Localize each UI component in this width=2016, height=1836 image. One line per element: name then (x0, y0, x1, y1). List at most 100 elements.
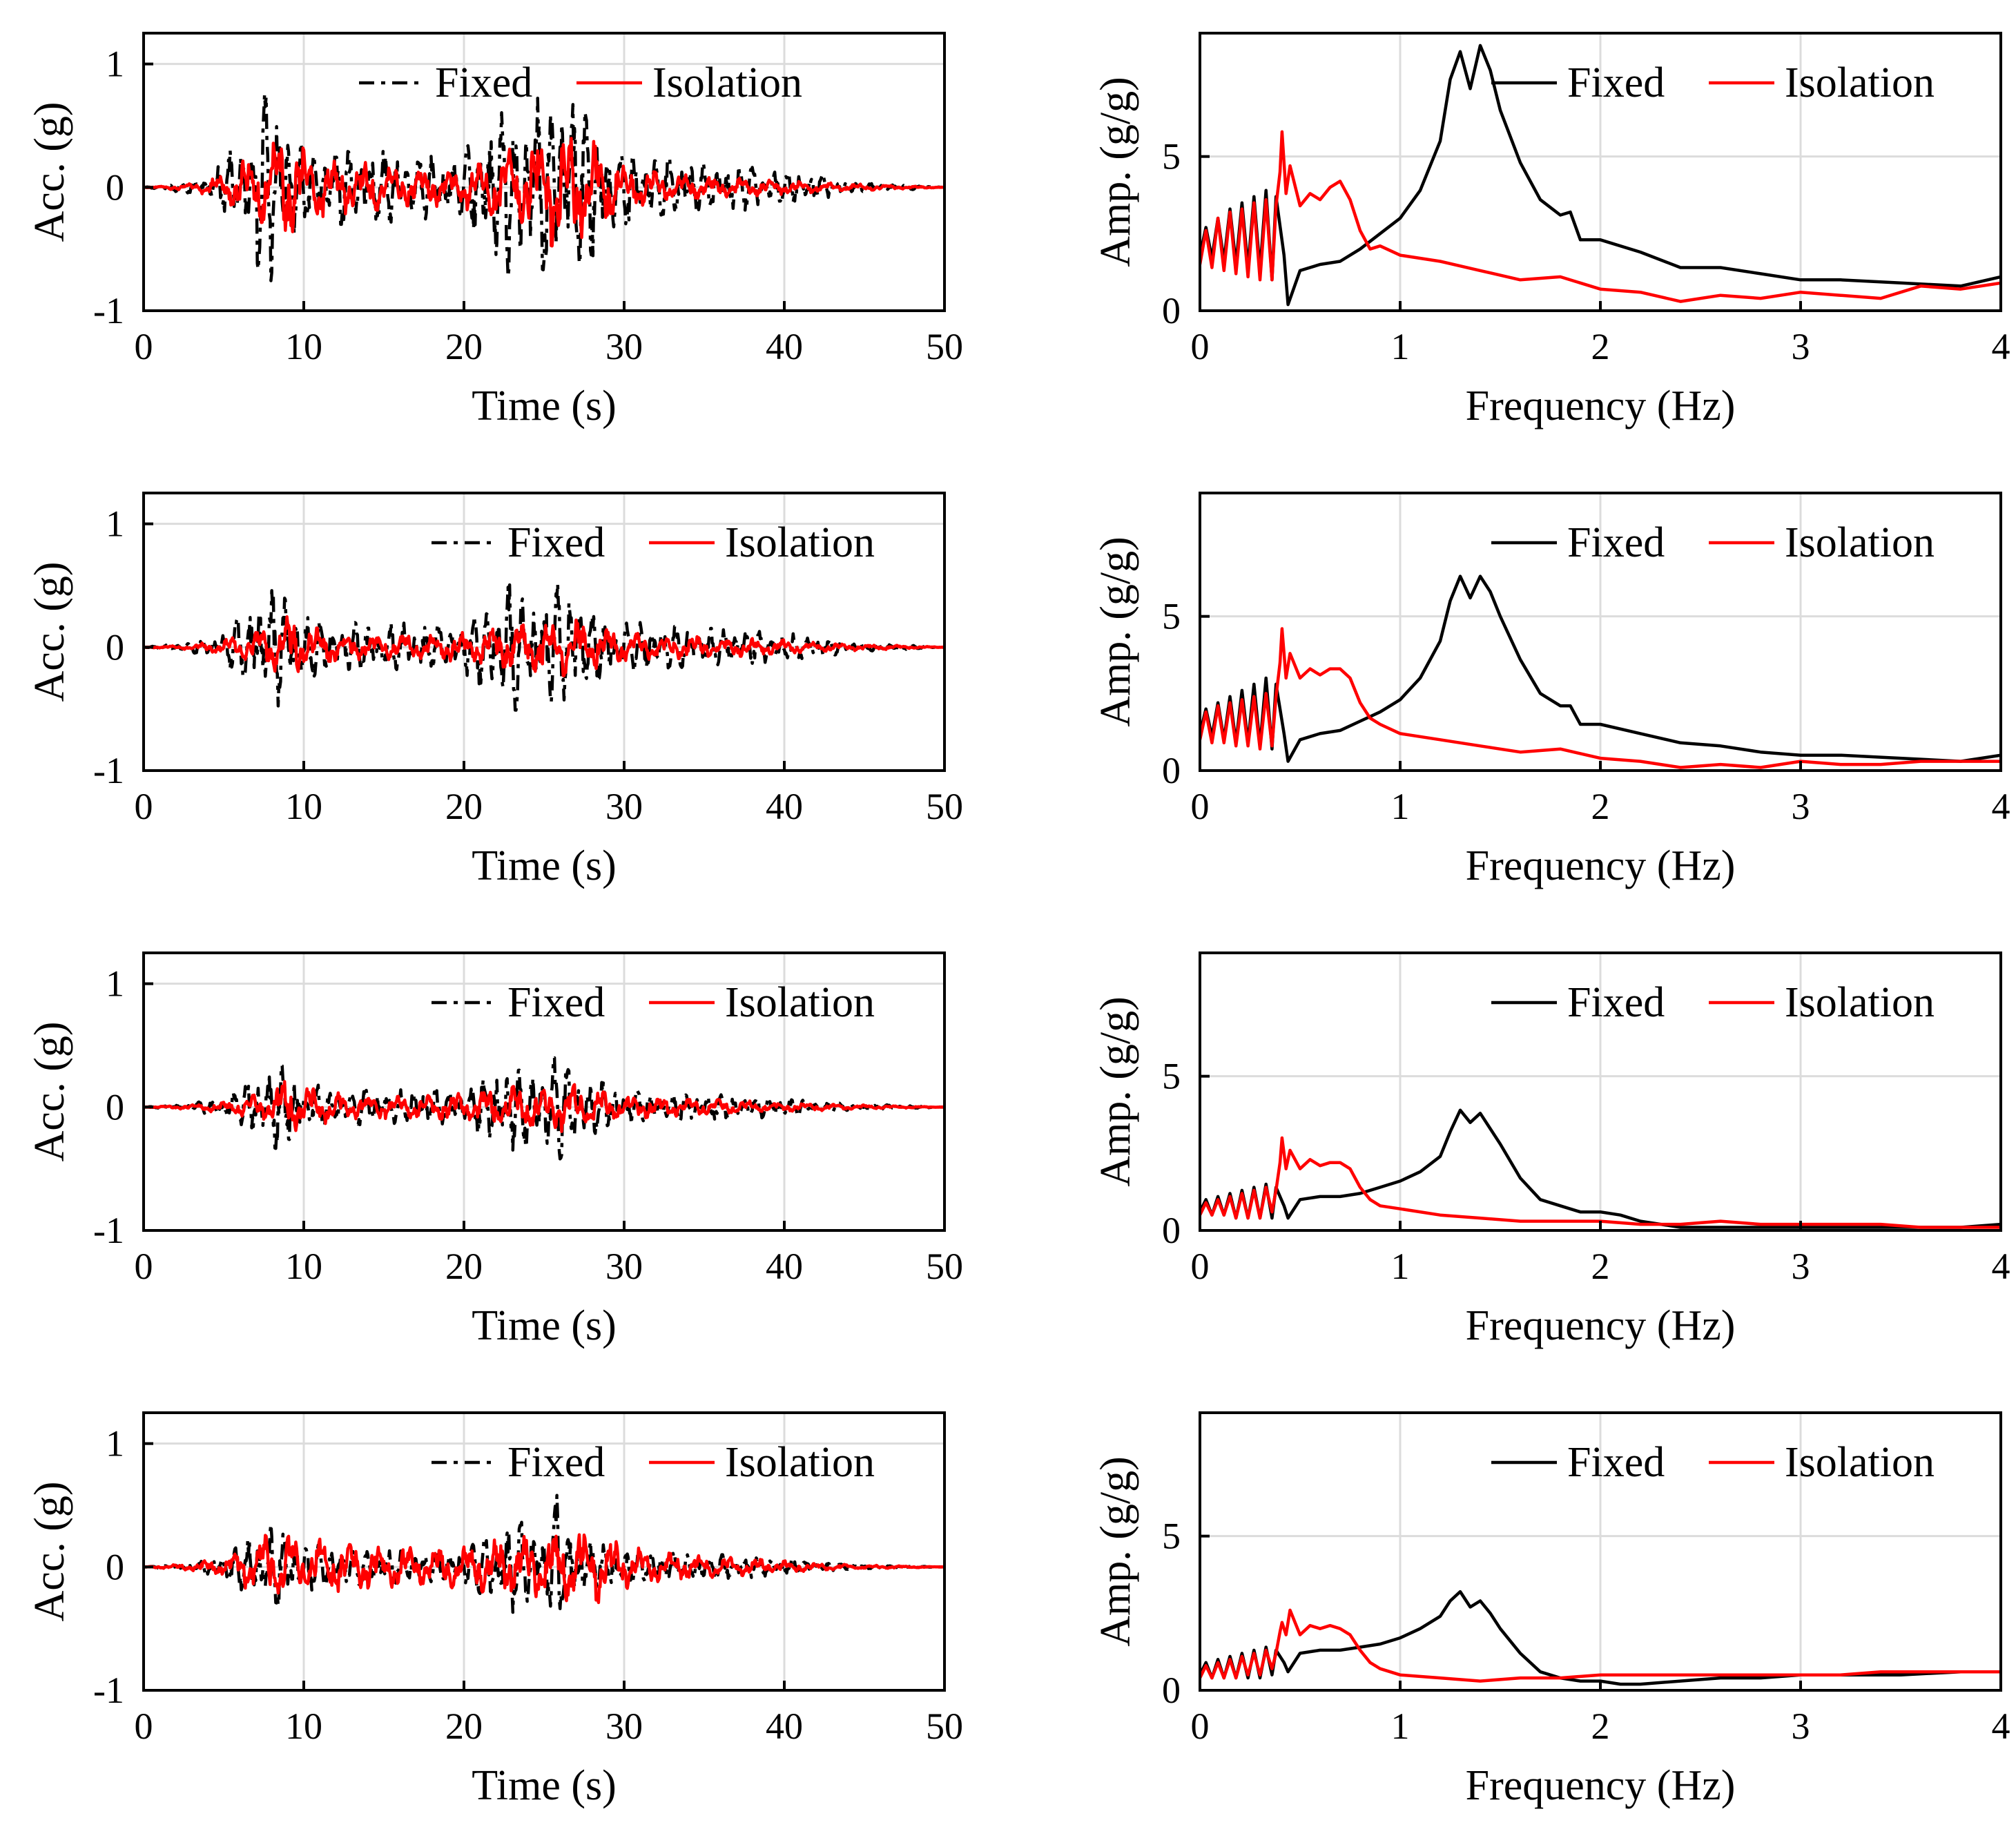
y-axis-title: Amp. (g/g) (1092, 537, 1139, 727)
legend: Fixed Isolation (359, 59, 802, 106)
x-axis-title: Time (s) (472, 842, 617, 889)
y-tick-label: 1 (106, 44, 124, 85)
x-tick-label: 10 (285, 786, 322, 827)
axes-box (142, 492, 946, 772)
legend: Fixed Isolation (432, 519, 875, 566)
y-axis-title: Amp. (g/g) (1092, 1456, 1139, 1647)
y-tick-label: 0 (1162, 1670, 1181, 1711)
x-tick-label: 4 (1992, 1705, 2010, 1747)
axes-box (142, 1411, 946, 1692)
x-tick-label: 50 (926, 1705, 963, 1747)
y-tick-label: -1 (93, 1670, 124, 1711)
x-tick-label: 3 (1792, 1246, 1810, 1287)
x-tick-label: 10 (285, 326, 322, 367)
x-tick-label: 2 (1591, 1705, 1610, 1747)
y-tick-label: 0 (106, 166, 124, 208)
panel-row4-freq: 0 1 2 3 4 0 5 Frequency (Hz) Amp. (g/g) Fixed Isol… (1092, 1411, 2010, 1809)
y-tick-label: 0 (106, 1546, 124, 1587)
x-axis-title: Frequency (Hz) (1466, 1762, 1736, 1809)
legend-label-fixed: Fixed (1567, 519, 1665, 566)
x-tick-label: 4 (1992, 1246, 2010, 1287)
series-line-isolation (144, 1080, 944, 1133)
y-tick-label: 1 (106, 963, 124, 1005)
x-tick-label: 0 (135, 1246, 153, 1287)
legend-label-fixed: Fixed (1567, 979, 1665, 1026)
series-line-isolation (144, 1533, 944, 1605)
legend: Fixed Isolation (1491, 1439, 1935, 1486)
x-axis-title: Frequency (Hz) (1466, 383, 1736, 429)
axes-box (142, 32, 946, 312)
y-tick-label: 1 (106, 1423, 124, 1465)
x-tick-label: 30 (605, 1705, 643, 1747)
legend: Fixed Isolation (432, 979, 875, 1026)
axes-box (142, 951, 946, 1232)
y-axis-title: Acc. (g) (26, 1021, 73, 1161)
x-tick-label: 50 (926, 786, 963, 827)
y-tick-label: 0 (1162, 750, 1181, 791)
legend-label-isolation: Isolation (725, 979, 875, 1026)
y-tick-label: 5 (1162, 136, 1181, 177)
x-tick-label: 20 (445, 326, 483, 367)
series-line-isolation (1200, 1136, 2001, 1229)
y-tick-label: -1 (93, 750, 124, 791)
x-tick-label: 40 (766, 1246, 803, 1287)
y-axis-title: Acc. (g) (26, 1481, 73, 1621)
x-tick-label: 1 (1391, 326, 1410, 367)
legend-label-isolation: Isolation (1785, 59, 1935, 106)
x-tick-label: 30 (605, 326, 643, 367)
series-line-isolation (1200, 1608, 2001, 1683)
series-line-fixed (144, 1494, 944, 1614)
x-tick-label: 3 (1792, 786, 1810, 827)
panel-row3-time: 0 10 20 30 40 50 -1 0 1 Time (s) Acc. (g) Fixed Isol… (26, 951, 963, 1349)
legend-label-isolation: Isolation (1785, 979, 1935, 1026)
x-tick-label: 3 (1792, 326, 1810, 367)
panel-row3-freq: 0 1 2 3 4 0 5 Frequency (Hz) Amp. (g/g) Fixed Isol… (1092, 951, 2010, 1349)
y-tick-label: 0 (1162, 290, 1181, 331)
panel-row4-time: 0 10 20 30 40 50 -1 0 1 Time (s) Acc. (g) Fixed Isol… (26, 1411, 963, 1809)
x-tick-label: 20 (445, 786, 483, 827)
legend: Fixed Isolation (432, 1439, 875, 1486)
y-tick-label: 5 (1162, 1056, 1181, 1097)
legend-label-isolation: Isolation (1785, 519, 1935, 566)
x-tick-label: 0 (1191, 1246, 1210, 1287)
y-tick-label: -1 (93, 290, 124, 331)
legend-label-fixed: Fixed (507, 519, 605, 566)
legend-label-fixed: Fixed (435, 59, 532, 106)
legend-label-isolation: Isolation (725, 519, 875, 566)
y-tick-label: 5 (1162, 1516, 1181, 1557)
panel-row2-time: 0 10 20 30 40 50 -1 0 1 Time (s) Acc. (g) Fixed Isol… (26, 492, 963, 889)
x-tick-label: 30 (605, 786, 643, 827)
y-tick-label: 0 (106, 1086, 124, 1128)
legend-label-isolation: Isolation (1785, 1439, 1935, 1486)
x-axis-title: Time (s) (472, 1762, 617, 1809)
x-tick-label: 0 (135, 786, 153, 827)
legend: Fixed Isolation (1491, 519, 1935, 566)
y-tick-label: 0 (106, 626, 124, 668)
x-tick-label: 1 (1391, 1246, 1410, 1287)
x-tick-label: 0 (1191, 1705, 1210, 1747)
y-axis-title: Acc. (g) (26, 561, 73, 702)
panel-row2-freq: 0 1 2 3 4 0 5 Frequency (Hz) Amp. (g/g) Fixed Isol… (1092, 492, 2010, 889)
y-axis-title: Amp. (g/g) (1092, 996, 1139, 1187)
y-axis-title: Acc. (g) (26, 102, 73, 242)
legend-label-fixed: Fixed (507, 979, 605, 1026)
y-axis-title: Amp. (g/g) (1092, 77, 1139, 267)
series-line-isolation (1200, 627, 2001, 769)
legend-label-fixed: Fixed (1567, 59, 1665, 106)
legend-label-fixed: Fixed (1567, 1439, 1665, 1486)
x-tick-label: 0 (135, 326, 153, 367)
x-tick-label: 20 (445, 1705, 483, 1747)
x-axis-title: Time (s) (472, 383, 617, 429)
x-axis-title: Frequency (Hz) (1466, 842, 1736, 889)
x-tick-label: 0 (135, 1705, 153, 1747)
series-line-isolation (144, 615, 944, 677)
x-tick-label: 4 (1992, 326, 2010, 367)
x-tick-label: 10 (285, 1246, 322, 1287)
y-tick-label: 5 (1162, 596, 1181, 637)
x-tick-label: 2 (1591, 326, 1610, 367)
x-tick-label: 40 (766, 1705, 803, 1747)
series-line-fixed (144, 581, 944, 712)
x-tick-label: 1 (1391, 1705, 1410, 1747)
x-axis-title: Frequency (Hz) (1466, 1302, 1736, 1349)
